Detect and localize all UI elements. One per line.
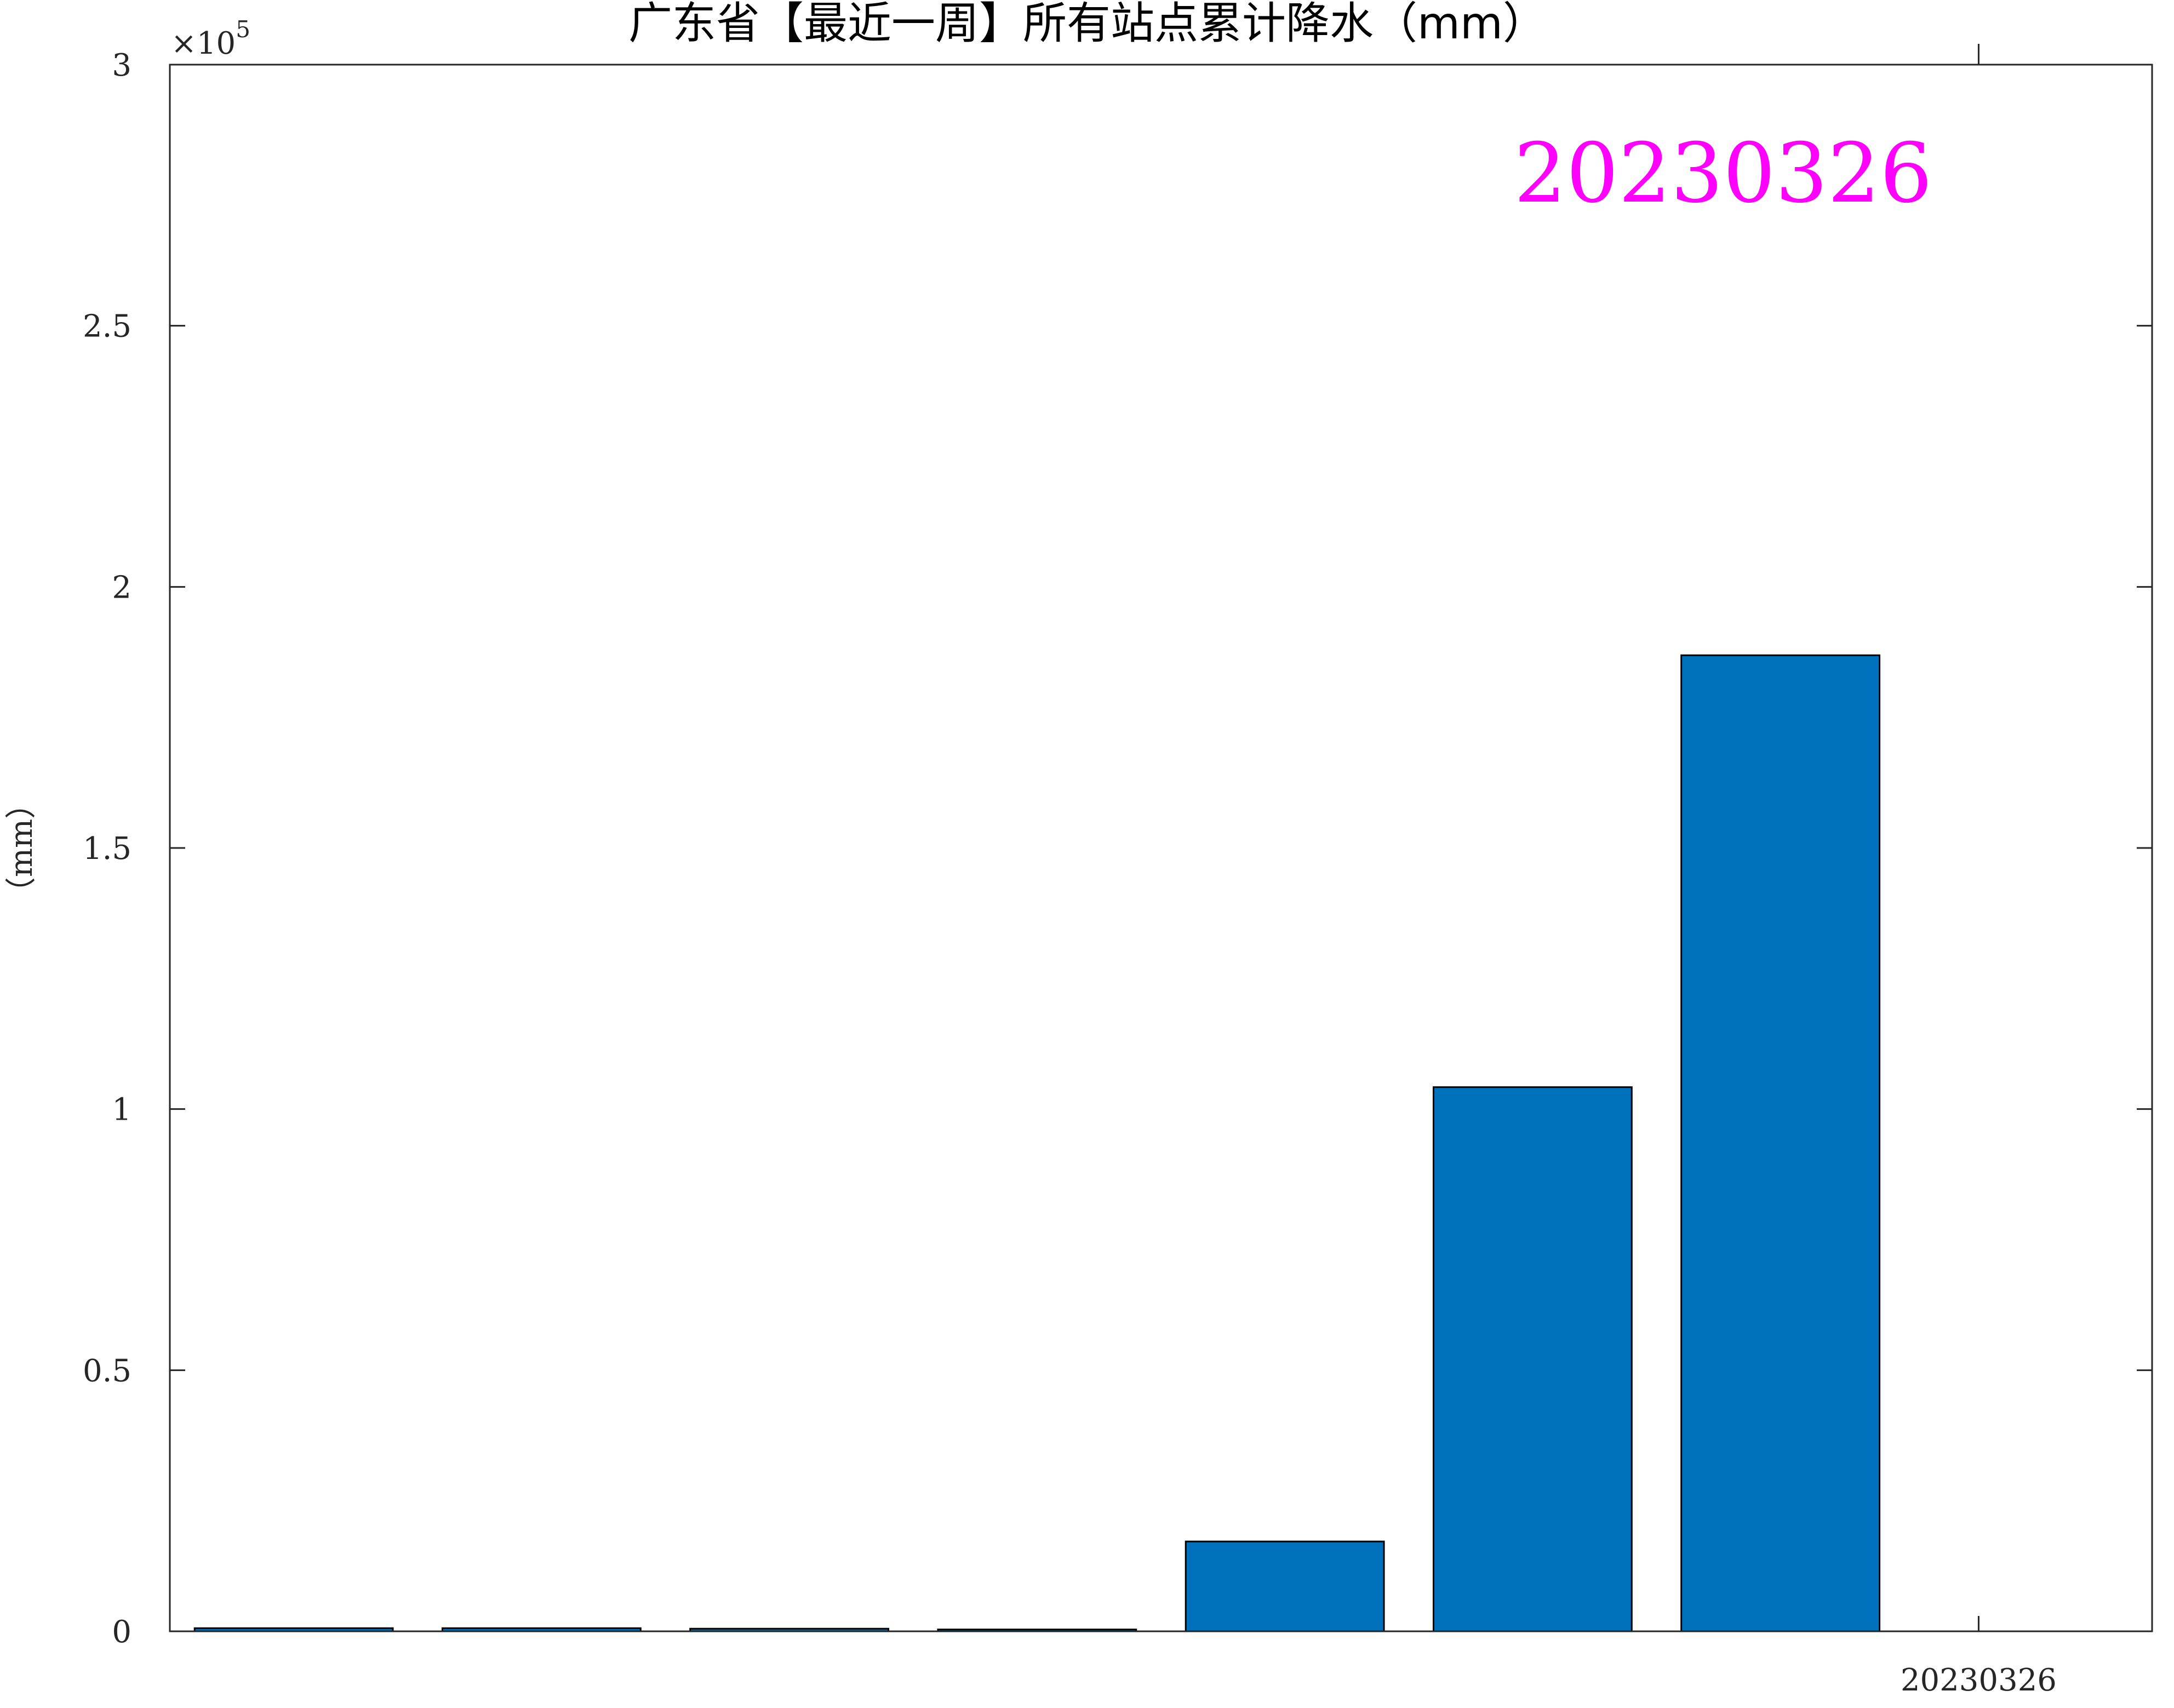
svg-text:×105: ×105 bbox=[171, 16, 250, 61]
axes-box bbox=[169, 64, 2153, 1632]
y-tick-label: 0 bbox=[112, 1614, 131, 1650]
chart-title: 广东省【最近一周】所有站点累计降水（mm） bbox=[628, 0, 1547, 49]
y-tick-label: 3 bbox=[112, 48, 131, 83]
date-annotation: 20230326 bbox=[1514, 126, 1932, 221]
y-axis-exponent-power: 5 bbox=[236, 16, 250, 43]
bar-7 bbox=[1680, 654, 1881, 1632]
y-axis-exponent: ×105 bbox=[171, 16, 250, 61]
y-tick-label: 1.5 bbox=[83, 831, 131, 867]
bar-6 bbox=[1432, 1086, 1633, 1632]
x-tick-label: 20230326 bbox=[1901, 1663, 2057, 1698]
bars-group bbox=[193, 654, 1881, 1632]
y-axis-label: （mm） bbox=[4, 788, 39, 908]
y-tick-label: 0.5 bbox=[83, 1353, 131, 1389]
x-ticks-group: 20230326 bbox=[1901, 44, 2057, 1698]
y-tick-label: 2.5 bbox=[83, 309, 131, 345]
y-axis-exponent-base: ×10 bbox=[171, 26, 236, 61]
bar-5 bbox=[1185, 1540, 1385, 1632]
y-tick-label: 1 bbox=[112, 1092, 131, 1128]
y-tick-label: 2 bbox=[112, 570, 131, 605]
